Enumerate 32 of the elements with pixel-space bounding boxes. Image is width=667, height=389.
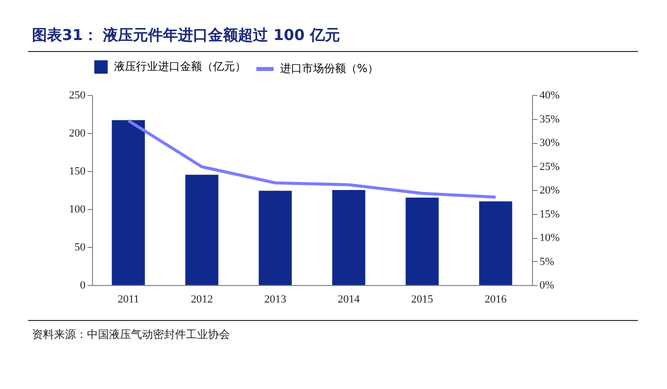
y2-tick-label: 20% <box>540 184 560 196</box>
x-tick-label: 2012 <box>190 294 213 306</box>
y-tick-label: 0 <box>80 280 86 292</box>
chart-title: 图表31： 液压元件年进口金额超过 100 亿元 <box>28 22 638 52</box>
y2-tick-label: 15% <box>540 208 560 220</box>
y2-tick-label: 40% <box>540 90 560 102</box>
legend-label: 进口市场份额（%） <box>280 62 378 75</box>
y2-tick-label: 0% <box>540 280 554 292</box>
bar <box>112 120 145 285</box>
bar <box>332 190 366 285</box>
x-tick-label: 2013 <box>264 294 287 306</box>
y-tick-label: 50 <box>74 242 86 254</box>
x-tick-label: 2011 <box>118 294 140 306</box>
y-tick-label: 150 <box>69 166 86 178</box>
x-tick-label: 2014 <box>338 294 360 306</box>
y2-tick-label: 30% <box>540 137 560 149</box>
y2-tick-label: 5% <box>540 256 554 268</box>
x-tick-label: 2016 <box>484 294 508 306</box>
bar <box>185 174 218 285</box>
line-series <box>126 119 498 199</box>
y2-tick-label: 25% <box>540 160 560 173</box>
x-tick-label: 2015 <box>411 294 434 306</box>
y-tick-label: 100 <box>69 204 86 216</box>
bar <box>406 198 439 285</box>
y2-tick-label: 35% <box>540 113 560 126</box>
bar <box>258 190 292 285</box>
text: 资料来源：中国液压气动密封件工业协会 <box>28 320 638 348</box>
legend-label: 液压行业进口金额（亿元） <box>114 60 246 73</box>
y-tick-label: 250 <box>69 90 86 102</box>
bar <box>479 201 512 285</box>
y2-tick-label: 10% <box>540 232 560 244</box>
y-tick-label: 200 <box>69 128 86 140</box>
